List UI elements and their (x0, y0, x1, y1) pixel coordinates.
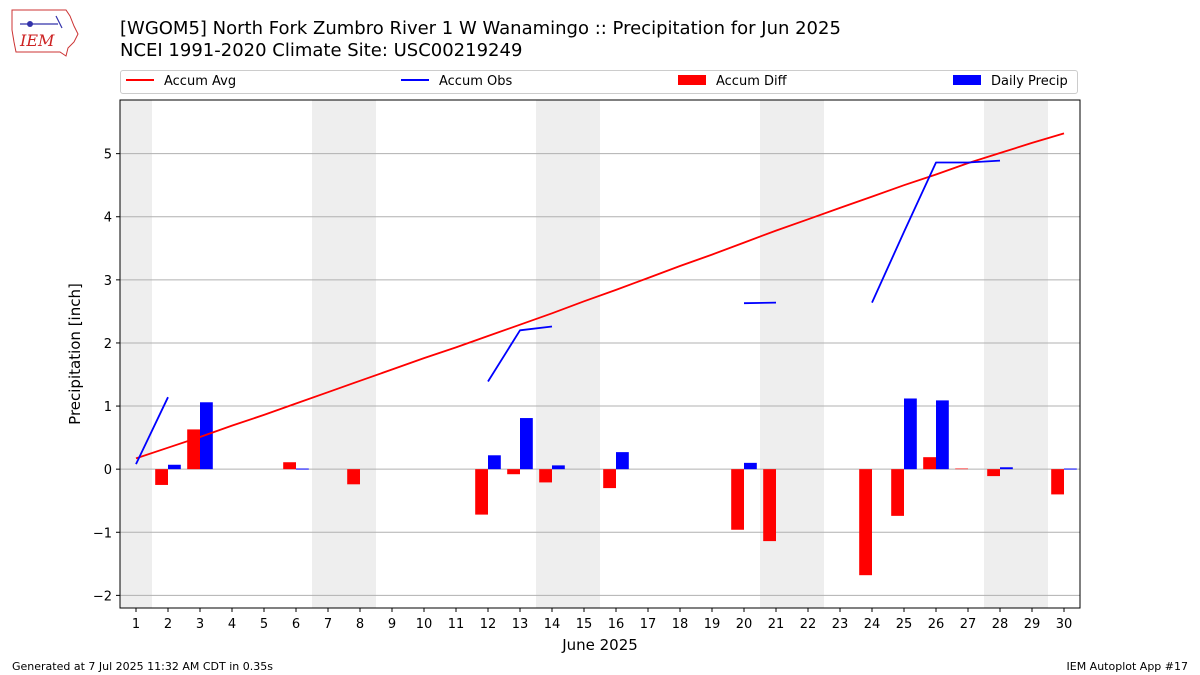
daily-precip-bar-day-30 (1064, 468, 1077, 470)
iem-logo: IEM (11, 9, 79, 57)
legend-label-daily-precip: Daily Precip (991, 74, 1068, 89)
accum-diff-bar-day-30 (1051, 469, 1064, 495)
daily-precip-bar-day-20 (744, 462, 757, 470)
legend-swatch-accum-avg (126, 78, 154, 81)
x-tick-label-12: 12 (480, 617, 497, 632)
accum-diff-bar-day-21 (763, 469, 776, 542)
accum-diff-bar-day-26 (923, 457, 936, 470)
x-tick-label-17: 17 (640, 617, 657, 632)
accum-diff-bar-day-6 (283, 462, 296, 470)
legend-label-accum-avg: Accum Avg (164, 74, 237, 89)
title-line-1: [WGOM5] North Fork Zumbro River 1 W Wana… (120, 18, 841, 39)
x-tick-label-6: 6 (292, 617, 300, 632)
y-tick-label-3: 3 (104, 274, 112, 289)
x-tick-label-23: 23 (832, 617, 849, 632)
y-tick-label--2: −2 (93, 589, 112, 604)
x-tick-label-16: 16 (608, 617, 625, 632)
daily-precip-bar-day-13 (520, 418, 533, 470)
x-tick-label-7: 7 (324, 617, 332, 632)
y-tick-label-1: 1 (104, 400, 112, 415)
y-axis-label: Precipitation [inch] (66, 283, 84, 425)
legend-item-accum-obs: Accum Obs (401, 74, 512, 90)
x-tick-label-18: 18 (672, 617, 689, 632)
x-tick-label-1: 1 (132, 617, 140, 632)
x-tick-label-24: 24 (864, 617, 881, 632)
legend-swatch-accum-obs (401, 78, 429, 81)
y-tick-label-0: 0 (104, 463, 112, 478)
legend-label-accum-obs: Accum Obs (439, 74, 513, 89)
x-tick-label-10: 10 (416, 617, 433, 632)
accum-diff-bar-day-28 (987, 469, 1000, 477)
x-tick-label-19: 19 (704, 617, 721, 632)
weekend-shade-1 (312, 100, 376, 608)
daily-precip-bar-day-28 (1000, 467, 1013, 470)
accum-diff-bar-day-27 (955, 468, 968, 470)
weekend-shade-2 (536, 100, 600, 608)
x-tick-label-3: 3 (196, 617, 204, 632)
daily-precip-bar-day-3 (200, 402, 213, 470)
accum-obs-line-segment-1 (487, 325, 553, 382)
legend-item-accum-diff: Accum Diff (678, 74, 787, 90)
autoplot-app-label: IEM Autoplot App #17 (1066, 660, 1189, 673)
accum-diff-bar-day-8 (347, 469, 360, 485)
x-tick-label-20: 20 (736, 617, 753, 632)
accum-obs-line-segment-0 (135, 396, 169, 465)
legend-swatch-daily-precip (953, 74, 981, 85)
accum-diff-bar-day-13 (507, 469, 520, 475)
accum-diff-bar-day-16 (603, 469, 616, 489)
daily-precip-bar-day-2 (168, 464, 181, 470)
x-tick-label-14: 14 (544, 617, 561, 632)
daily-precip-bar-day-26 (936, 400, 949, 470)
weekend-shade-0 (120, 100, 152, 608)
title-line-2: NCEI 1991-2020 Climate Site: USC00219249 (120, 40, 523, 61)
accum-obs-line-segment-2 (743, 301, 777, 305)
x-tick-label-26: 26 (928, 617, 945, 632)
legend-swatch-accum-diff (678, 74, 706, 85)
accum-avg-line-segment-0 (135, 132, 1065, 460)
accum-diff-bar-day-14 (539, 469, 552, 483)
x-axis-label: June 2025 (561, 636, 638, 654)
y-tick-label-5: 5 (104, 148, 112, 163)
logo-text: IEM (19, 31, 55, 50)
weekend-shade-4 (984, 100, 1048, 608)
legend-item-daily-precip: Daily Precip (953, 74, 1068, 90)
x-tick-label-15: 15 (576, 617, 593, 632)
plot-frame (119, 99, 1081, 609)
x-tick-label-5: 5 (260, 617, 268, 632)
x-tick-label-25: 25 (896, 617, 913, 632)
accum-diff-bar-day-12 (475, 469, 488, 515)
x-tick-label-29: 29 (1024, 617, 1041, 632)
accum-diff-bar-day-3 (187, 429, 200, 470)
x-tick-label-11: 11 (448, 617, 465, 632)
daily-precip-bar-day-14 (552, 465, 565, 470)
accum-diff-bar-day-24 (859, 469, 872, 576)
x-tick-label-27: 27 (960, 617, 977, 632)
y-tick-label--1: −1 (93, 526, 112, 541)
accum-obs-line-segment-3 (871, 159, 1001, 303)
daily-precip-bar-day-12 (488, 455, 501, 470)
chart-title: [WGOM5] North Fork Zumbro River 1 W Wana… (120, 18, 841, 62)
daily-precip-bar-day-25 (904, 398, 917, 470)
x-tick-label-13: 13 (512, 617, 529, 632)
legend-label-accum-diff: Accum Diff (716, 74, 787, 89)
legend-item-accum-avg: Accum Avg (126, 74, 236, 90)
daily-precip-bar-day-16 (616, 452, 629, 470)
daily-precip-bar-day-6 (296, 468, 309, 470)
x-tick-label-9: 9 (388, 617, 396, 632)
accum-diff-bar-day-25 (891, 469, 904, 516)
generated-timestamp: Generated at 7 Jul 2025 11:32 AM CDT in … (12, 660, 273, 673)
x-tick-label-21: 21 (768, 617, 785, 632)
x-tick-label-30: 30 (1056, 617, 1073, 632)
accum-diff-bar-day-2 (155, 469, 168, 485)
x-tick-label-4: 4 (228, 617, 236, 632)
x-tick-label-8: 8 (356, 617, 364, 632)
y-tick-label-2: 2 (104, 337, 112, 352)
y-tick-label-4: 4 (104, 211, 112, 226)
accum-diff-bar-day-20 (731, 469, 744, 530)
x-tick-label-28: 28 (992, 617, 1009, 632)
x-tick-label-2: 2 (164, 617, 172, 632)
chart-legend: Accum Avg Accum Obs Accum Diff Daily Pre… (120, 70, 1078, 94)
x-tick-label-22: 22 (800, 617, 817, 632)
